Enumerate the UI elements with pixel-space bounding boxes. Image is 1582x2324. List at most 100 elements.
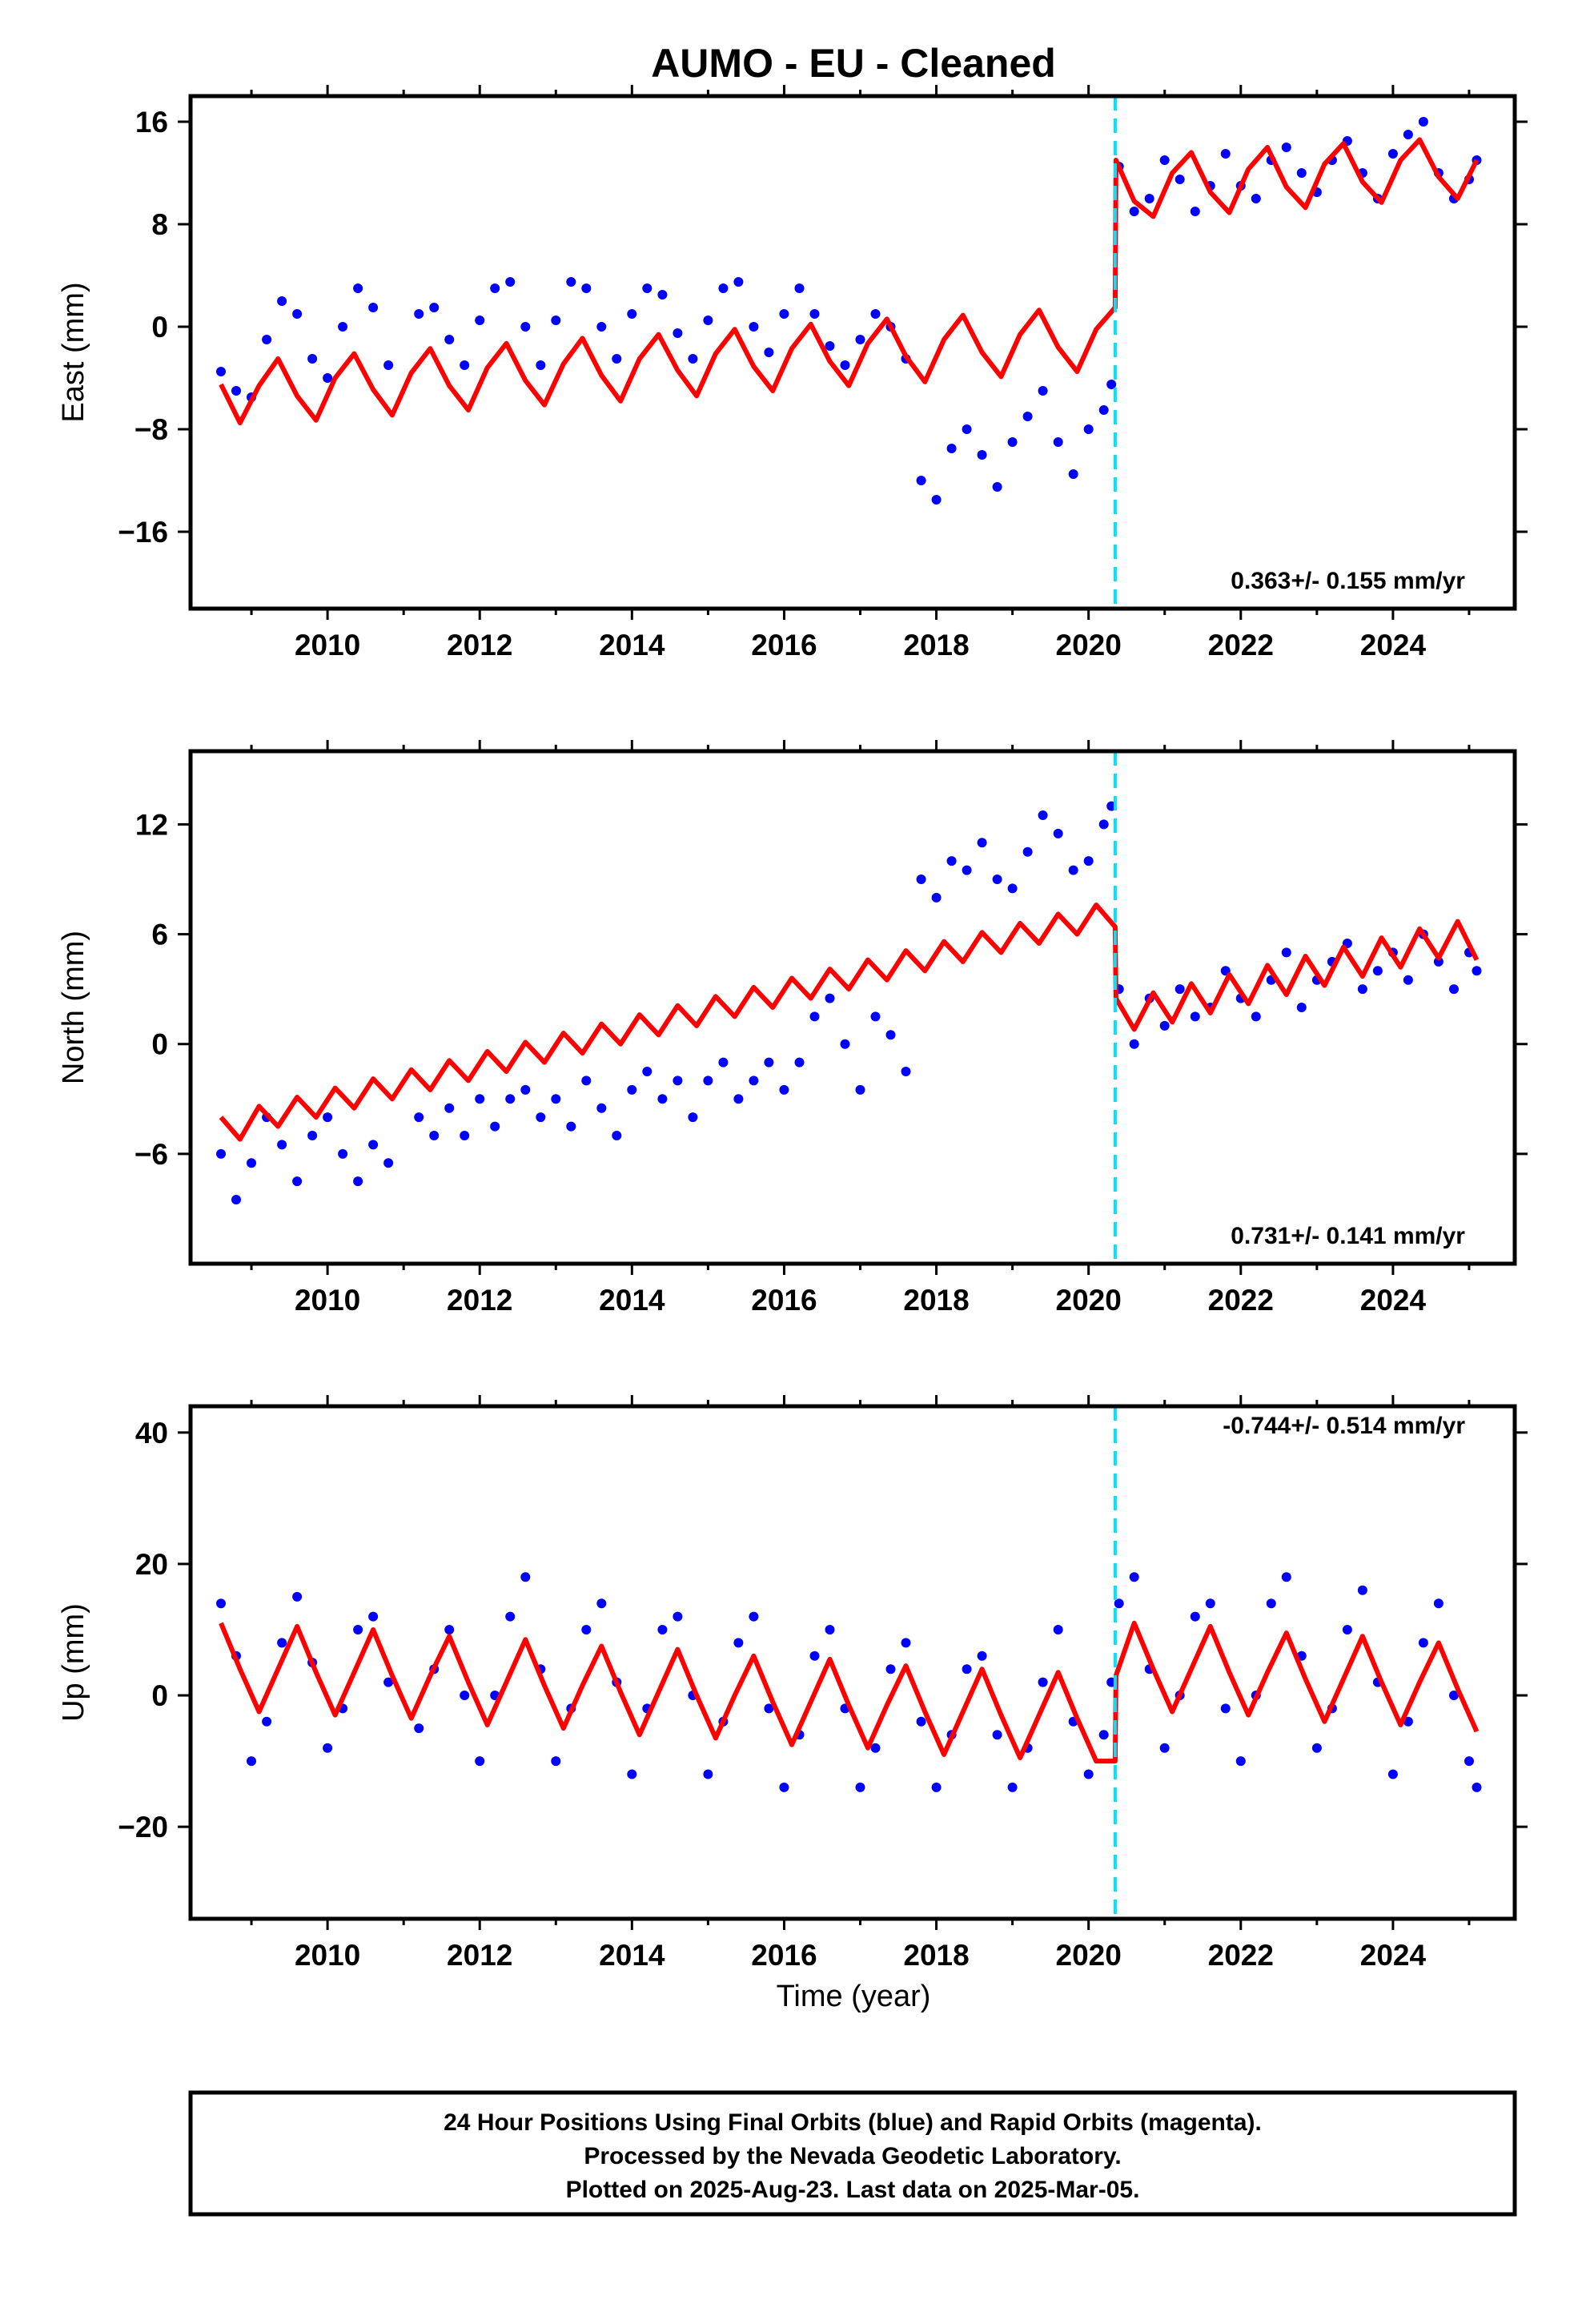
up-xtick-label: 2022 [1208, 1939, 1274, 1972]
up-data-point [460, 1691, 470, 1700]
north-xtick-label: 2016 [751, 1284, 817, 1317]
up-data-point [870, 1743, 881, 1753]
north-data-point [216, 1148, 226, 1159]
east-xtick-label: 2022 [1208, 629, 1274, 661]
up-y-axis-label: Up (mm) [57, 1603, 90, 1722]
up-data-point [749, 1611, 759, 1622]
up-data-point [1311, 1743, 1322, 1753]
figure-title: AUMO - EU - Cleaned [651, 41, 1056, 86]
east-ytick-label: 0 [151, 311, 168, 344]
up-data-point [368, 1611, 379, 1622]
east-data-point [1281, 143, 1291, 152]
north-data-point [1281, 947, 1291, 958]
up-frame [188, 1404, 1517, 1921]
east-data-point [703, 316, 713, 325]
up-xtick-label: 2018 [903, 1939, 969, 1972]
north-data-point [764, 1057, 774, 1068]
north-data-point [977, 838, 987, 848]
east-data-point [627, 309, 637, 319]
east-data-point [1129, 207, 1139, 216]
east-data-point [612, 354, 622, 364]
up-xtick-label: 2016 [751, 1939, 817, 1972]
north-data-point [338, 1148, 348, 1159]
north-data-point [596, 1103, 607, 1113]
up-data-point [809, 1651, 820, 1661]
north-ytick-label: 12 [135, 808, 168, 841]
east-data-point [1007, 437, 1018, 447]
east-data-point [673, 328, 683, 338]
up-data-point [627, 1769, 637, 1779]
east-data-point [962, 424, 972, 434]
up-data-point [901, 1638, 911, 1648]
north-data-point [825, 993, 835, 1003]
up-data-point [885, 1664, 896, 1675]
up-ytick-label: 0 [151, 1679, 168, 1712]
north-data-point [794, 1057, 805, 1068]
north-data-point [901, 1067, 911, 1076]
east-data-point [1296, 168, 1307, 178]
east-data-point [779, 309, 789, 319]
east-data-point [338, 322, 348, 332]
up-data-point [1433, 1598, 1443, 1609]
north-model-line [219, 903, 1480, 1142]
east-data-point [505, 277, 516, 287]
east-data-point [977, 450, 987, 460]
up-data-point [551, 1756, 561, 1767]
north-ytick-label: −6 [135, 1138, 168, 1171]
east-data-point [1083, 424, 1094, 434]
north-data-point [946, 856, 957, 866]
east-data-point [596, 322, 607, 332]
north-data-point [444, 1103, 455, 1113]
north-data-point [627, 1084, 637, 1095]
north-data-point [490, 1121, 500, 1132]
north-data-point [231, 1195, 241, 1204]
north-data-point [307, 1131, 318, 1140]
up-xtick-label: 2020 [1056, 1939, 1122, 1972]
up-model-line [219, 1620, 1480, 1764]
east-panel: −16 −8 0 8 16 2010 2012 2014 2016 2018 2020 2022 202… [57, 85, 1528, 661]
up-data-point [825, 1625, 835, 1634]
north-data-point [1022, 846, 1033, 857]
east-data-point [475, 316, 485, 325]
north-xtick-label: 2014 [599, 1284, 665, 1317]
footer-box [188, 2090, 1517, 2217]
up-data-layer [216, 1572, 1482, 1792]
up-data-point [1190, 1611, 1200, 1622]
north-data-point [779, 1084, 789, 1095]
east-data-point [688, 354, 698, 364]
up-data-point [1266, 1598, 1276, 1609]
east-data-point [1174, 175, 1185, 184]
up-data-point [1220, 1703, 1231, 1714]
up-data-point [764, 1703, 774, 1714]
north-data-point [581, 1076, 592, 1086]
up-data-point [505, 1611, 516, 1622]
east-data-point [1022, 412, 1033, 421]
up-data-point [1129, 1572, 1139, 1582]
up-data-point [520, 1572, 531, 1582]
east-data-layer [216, 117, 1482, 505]
up-data-point [1007, 1782, 1018, 1792]
north-xtick-label: 2024 [1360, 1284, 1427, 1317]
north-ytick-label: 6 [151, 919, 168, 951]
north-data-point [809, 1011, 820, 1022]
north-data-point [475, 1094, 485, 1104]
north-data-point [1159, 1020, 1170, 1031]
east-data-point [1418, 117, 1428, 127]
north-data-point [460, 1131, 470, 1140]
east-data-point [825, 341, 835, 351]
up-data-point [733, 1638, 744, 1648]
north-data-point [688, 1112, 698, 1123]
east-data-point [566, 277, 576, 287]
east-data-point [916, 476, 926, 485]
east-data-point [946, 444, 957, 453]
east-data-point [1098, 405, 1109, 415]
north-data-point [840, 1039, 850, 1049]
north-data-point [1190, 1011, 1200, 1022]
up-data-point [1114, 1598, 1124, 1609]
east-data-point [1159, 155, 1170, 165]
east-data-point [551, 316, 561, 325]
up-data-point [581, 1625, 592, 1634]
north-data-point [292, 1176, 303, 1187]
north-data-point [1068, 865, 1078, 875]
